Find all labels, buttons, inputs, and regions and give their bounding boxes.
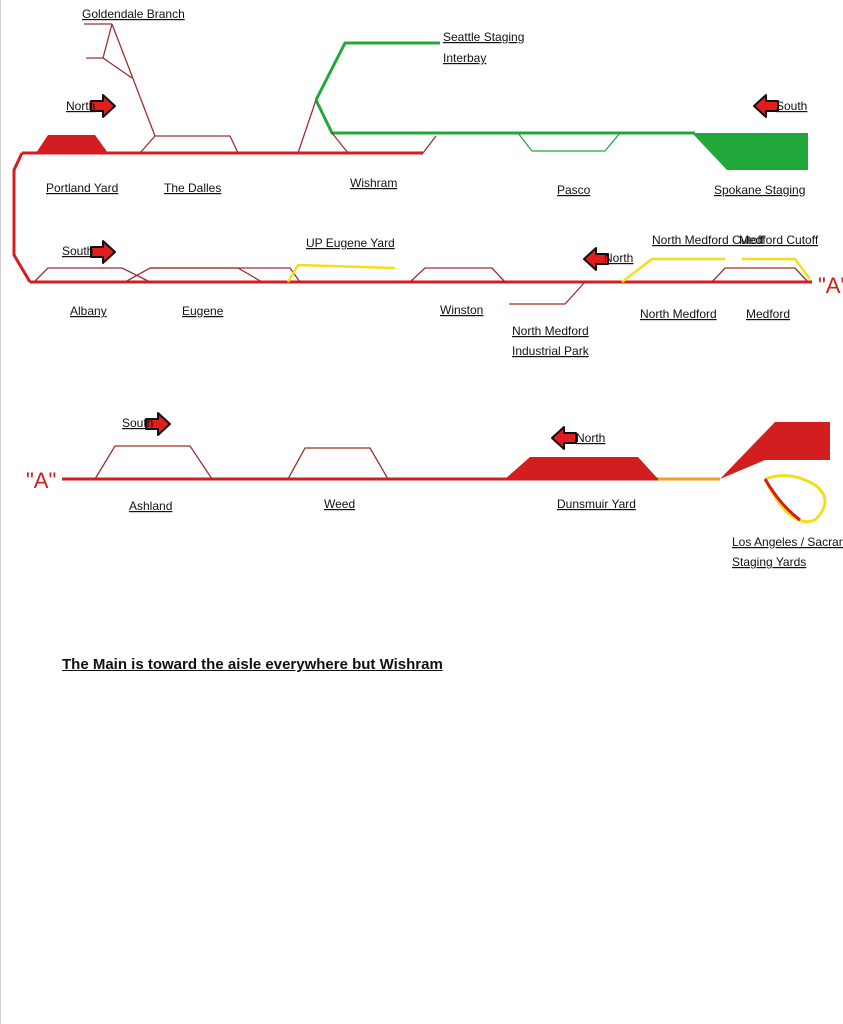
seattle-staging-label: Seattle Staging [443,30,524,44]
eugene-label: Eugene [182,304,224,318]
return-loop-track [763,474,827,523]
weed-label: Weed [324,497,355,511]
the-dalles-label: The Dalles [164,181,221,195]
dunsmuir-yard-label: Dunsmuir Yard [557,497,636,511]
medford-label: Medford [746,307,790,321]
winston-siding [409,267,506,283]
interbay-label: Interbay [443,51,486,65]
ashland-label: Ashland [129,499,172,513]
la-sacramento-staging-track [720,422,830,479]
the-dalles-siding [139,135,239,154]
north-medford-label: North Medford [640,307,717,321]
north-medford-cutoff-label: North Medford Cutoff [652,233,764,247]
portland-yard-label: Portland Yard [46,181,118,195]
wishram-label: Wishram [350,176,397,190]
albany-eugene-sidings [33,267,301,283]
la-sacramento-label: Los Angeles / Sacramento [732,535,843,549]
south-label: South [776,99,807,113]
medford-siding [711,267,809,283]
south-arrow-icon [753,94,779,118]
north-medford-industrial-spur [509,281,586,305]
staging-yards-label: Staging Yards [732,555,806,569]
north-arrow-icon [551,426,577,450]
winston-label: Winston [440,303,483,317]
north-label: North [576,431,605,445]
spokane-staging-track [692,133,808,170]
north-medford-industrial-label: North Medford [512,324,589,338]
weed-siding [287,447,389,480]
pasco-siding [517,132,621,152]
south-label: South [62,244,93,258]
up-eugene-yard-track [286,263,396,283]
medford-cutoff-label: Medford Cutoff [739,233,819,247]
north-label: North [604,251,633,265]
seattle-staging-track [314,41,695,135]
north-medford-cutoff-track [621,257,725,283]
continuation-marker-a: "A" [818,273,843,298]
south-arrow-icon [90,240,116,264]
footnote-text: The Main is toward the aisle everywhere … [62,656,443,673]
up-eugene-yard-label: UP Eugene Yard [306,236,395,250]
helix-loop-track [12,152,32,283]
continuation-marker-a: "A" [26,468,56,493]
portland-yard-track [36,135,108,153]
north-label: North [66,99,95,113]
goldendale-branch-label: Goldendale Branch [82,7,185,21]
goldendale-branch-track [84,23,156,137]
spokane-staging-label: Spokane Staging [714,183,805,197]
industrial-park-label: Industrial Park [512,344,590,358]
page-border [0,0,1,1024]
south-label: South [122,416,153,430]
ashland-siding [94,445,213,480]
pasco-label: Pasco [557,183,591,197]
albany-label: Albany [70,304,107,318]
medford-cutoff-track [742,257,811,280]
dunsmuir-yard-track [505,457,658,479]
